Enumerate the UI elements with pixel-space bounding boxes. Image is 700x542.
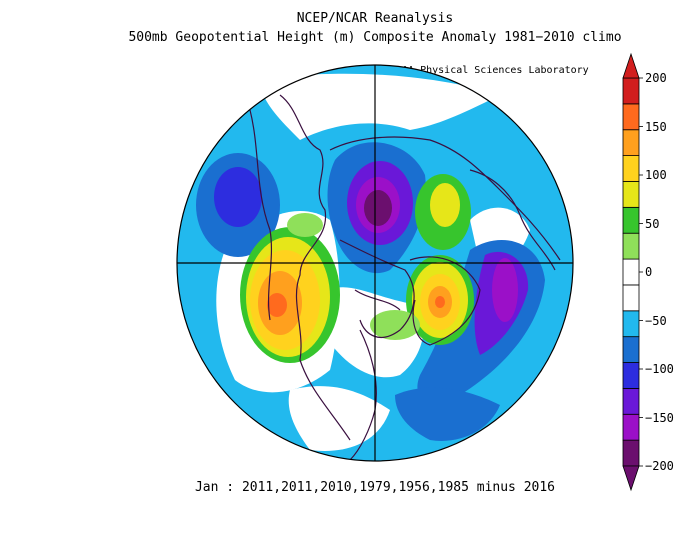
darkblue-lobe-west	[214, 167, 262, 227]
colorbar-segment	[622, 77, 640, 105]
colorbar-tick-label: −100	[645, 362, 674, 376]
colorbar-segment	[622, 129, 640, 157]
yellow-siberia-high	[430, 183, 460, 227]
darkpurple-polar-low	[364, 190, 392, 226]
lightgreen-west-high	[287, 213, 323, 237]
darkorange-west-high	[267, 293, 287, 317]
colorbar-max-arrow	[622, 52, 640, 79]
credit-label: NOAA Physical Sciences Laboratory	[390, 65, 589, 76]
map-fill-layer	[177, 65, 573, 461]
colorbar-segment	[622, 232, 640, 260]
map-border	[176, 64, 574, 462]
darkorange-greenland-high	[435, 296, 445, 308]
colorbar-segment	[622, 362, 640, 389]
colorbar-segment	[622, 155, 640, 182]
colorbar-segment	[622, 387, 640, 415]
colorbar-segment	[622, 336, 640, 363]
colorbar-segment	[622, 103, 640, 131]
green-labrador-high	[370, 310, 420, 340]
colorbar-segment	[622, 258, 640, 286]
colorbar-tick-label: 0	[645, 265, 653, 279]
colorbar-segment	[622, 284, 640, 312]
footer-caption: Jan : 2011,2011,2010,1979,1956,1985 minu…	[194, 480, 556, 495]
colorbar-segment	[622, 206, 640, 234]
chart-title: NCEP/NCAR Reanalysis	[296, 11, 454, 26]
colorbar-segment	[622, 413, 640, 441]
colorbar-tick-label: 200	[645, 71, 667, 85]
colorbar-tick-label: 100	[645, 168, 667, 182]
colorbar-segment	[622, 181, 640, 208]
blue-southeast-band	[395, 387, 500, 441]
purple-east-low	[492, 258, 518, 322]
colorbar-tick-label: −200	[645, 459, 674, 473]
chart-subtitle: 500mb Geopotential Height (m) Composite …	[128, 30, 622, 45]
colorbar-tick-label: −50	[645, 313, 667, 328]
zero-band-south	[288, 386, 390, 451]
colorbar-segment	[622, 310, 640, 338]
colorbar-tick-label: 150	[645, 119, 667, 134]
zero-band-north	[260, 73, 500, 140]
colorbar-segment	[622, 439, 640, 467]
colorbar-tick-label: −150	[645, 410, 674, 425]
colorbar-tick-label: 50	[645, 216, 660, 231]
colorbar-min-arrow	[622, 465, 640, 492]
coastlines	[249, 94, 561, 461]
